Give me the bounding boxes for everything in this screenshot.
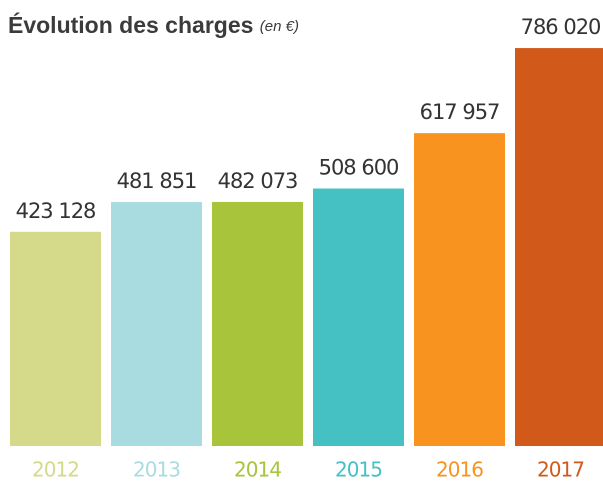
value-label: 786 020 (521, 15, 601, 39)
value-label: 508 600 (319, 156, 399, 180)
bar (111, 202, 202, 446)
value-label: 423 128 (16, 199, 96, 223)
value-label: 617 957 (420, 100, 500, 124)
subtitle: (en €) (260, 18, 299, 35)
x-tick-label: 2013 (133, 458, 180, 482)
chart-title: Évolution des charges (en €) (8, 11, 299, 38)
bar (414, 133, 505, 446)
value-label: 481 851 (117, 169, 197, 193)
x-tick-label: 2016 (436, 458, 483, 482)
x-tick-label: 2017 (537, 458, 584, 482)
x-tick-label: 2014 (234, 458, 281, 482)
title-text: Évolution des charges (8, 11, 253, 38)
bar (212, 201, 303, 446)
value-label: 482 073 (218, 169, 298, 193)
x-tick-label: 2015 (335, 458, 382, 482)
x-tick-label: 2012 (32, 458, 79, 482)
bar (10, 231, 101, 446)
bar (313, 188, 404, 447)
bar (515, 48, 603, 447)
